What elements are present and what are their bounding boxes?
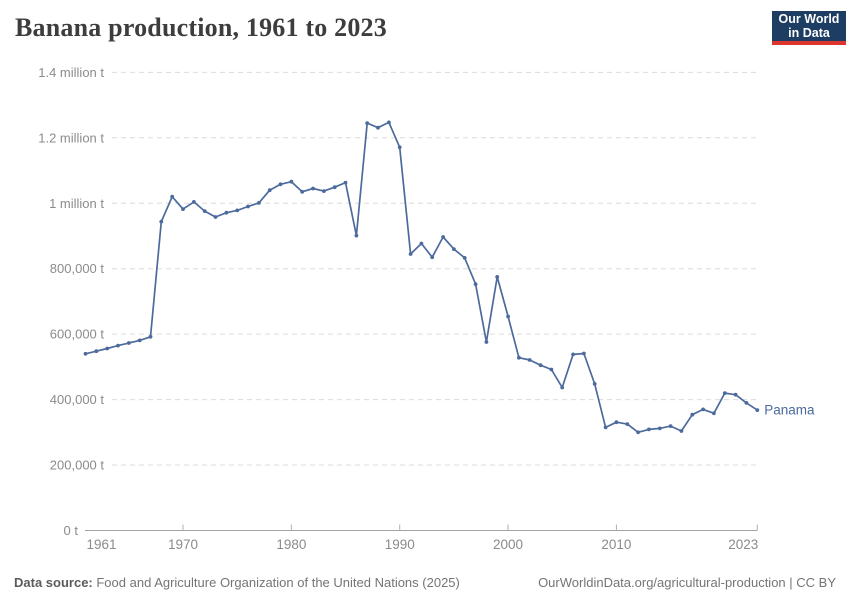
chart-title: Banana production, 1961 to 2023 [15,13,387,42]
data-point [625,422,630,426]
data-point [679,429,684,433]
x-axis: 1961 1970 1980 1990 2000 2010 2023 [87,524,758,552]
x-tick-label: 1990 [385,537,415,552]
data-point [397,145,402,150]
x-tick-label: 1970 [168,537,198,552]
data-point [170,194,175,199]
x-tick-label: 2000 [493,537,523,552]
data-point [289,179,294,184]
y-tick-label: 800,000 t [50,261,105,276]
x-tick-label: 1980 [276,537,306,552]
data-point [733,392,738,397]
data-point [213,215,218,219]
data-point [430,255,435,260]
data-point [354,233,359,238]
data-point [722,391,727,395]
entity-label[interactable]: Panama [764,403,815,418]
data-line [84,121,759,434]
data-point [387,120,391,125]
data-point [462,256,467,260]
data-point [376,125,380,130]
data-point [94,349,99,354]
data-point [159,219,164,224]
data-point [712,411,716,416]
data-source-label: Data source: [14,575,93,590]
data-point [246,204,250,209]
data-point [614,420,619,425]
data-point [571,352,575,357]
data-point [257,201,261,205]
y-tick-label: 1 million t [49,196,104,211]
series-panama[interactable]: Panama [83,120,815,435]
data-point [549,367,554,372]
data-source-note: Data source: Food and Agriculture Organi… [14,575,460,590]
data-point [517,355,521,360]
owid-logo[interactable]: Our World in Data [772,11,846,45]
data-source-text: Food and Agriculture Organization of the… [92,575,460,590]
x-tick-label: 2010 [601,537,631,552]
data-point [192,200,196,204]
data-point [473,282,478,286]
data-point [83,351,88,356]
data-point [701,407,705,412]
data-point [235,208,240,213]
chart-footer: Data source: Food and Agriculture Organi… [0,575,850,590]
owid-logo-line1: Our World [778,12,840,26]
y-tick-label: 400,000 t [50,392,105,407]
data-point [755,408,760,412]
data-point [582,351,586,356]
data-point [560,385,565,390]
x-tick-label: 1961 [87,537,117,552]
data-point [506,314,510,319]
data-point [495,275,500,279]
data-point [452,247,456,252]
data-point [137,338,142,343]
data-point [116,343,120,348]
data-point [441,235,445,239]
data-point [484,340,489,344]
y-tick-label: 600,000 t [50,327,105,342]
data-point [105,346,110,351]
data-point [538,363,543,368]
y-tick-label: 1.4 million t [38,65,104,80]
data-point [690,412,695,417]
data-point [592,382,597,386]
credit-text: OurWorldinData.org/agricultural-producti… [538,575,836,590]
data-point [527,358,532,362]
data-point [126,341,131,345]
data-point [408,252,413,256]
data-point [278,182,283,187]
data-point [668,424,673,428]
data-point [311,186,315,191]
data-point [343,180,348,185]
data-point [224,210,229,215]
y-tick-label: 1.2 million t [38,130,104,145]
owid-logo-line2: in Data [788,26,830,40]
data-point [365,121,370,125]
data-point [419,241,424,246]
y-gridlines: 0 t 200,000 t 400,000 t 600,000 t 800,000 t 1… [38,65,758,538]
data-point [148,334,153,339]
data-point [603,425,608,430]
data-point [202,209,207,214]
x-tick-label: 2023 [728,537,758,552]
data-point [647,427,651,432]
data-point [657,426,662,431]
data-point [322,189,326,194]
data-point [332,185,337,190]
y-tick-label: 200,000 t [50,458,105,473]
data-point [744,401,749,405]
data-point [300,189,305,194]
data-point [181,207,185,212]
data-point [636,430,640,435]
y-tick-label: 0 t [64,523,79,538]
data-point [267,188,272,193]
